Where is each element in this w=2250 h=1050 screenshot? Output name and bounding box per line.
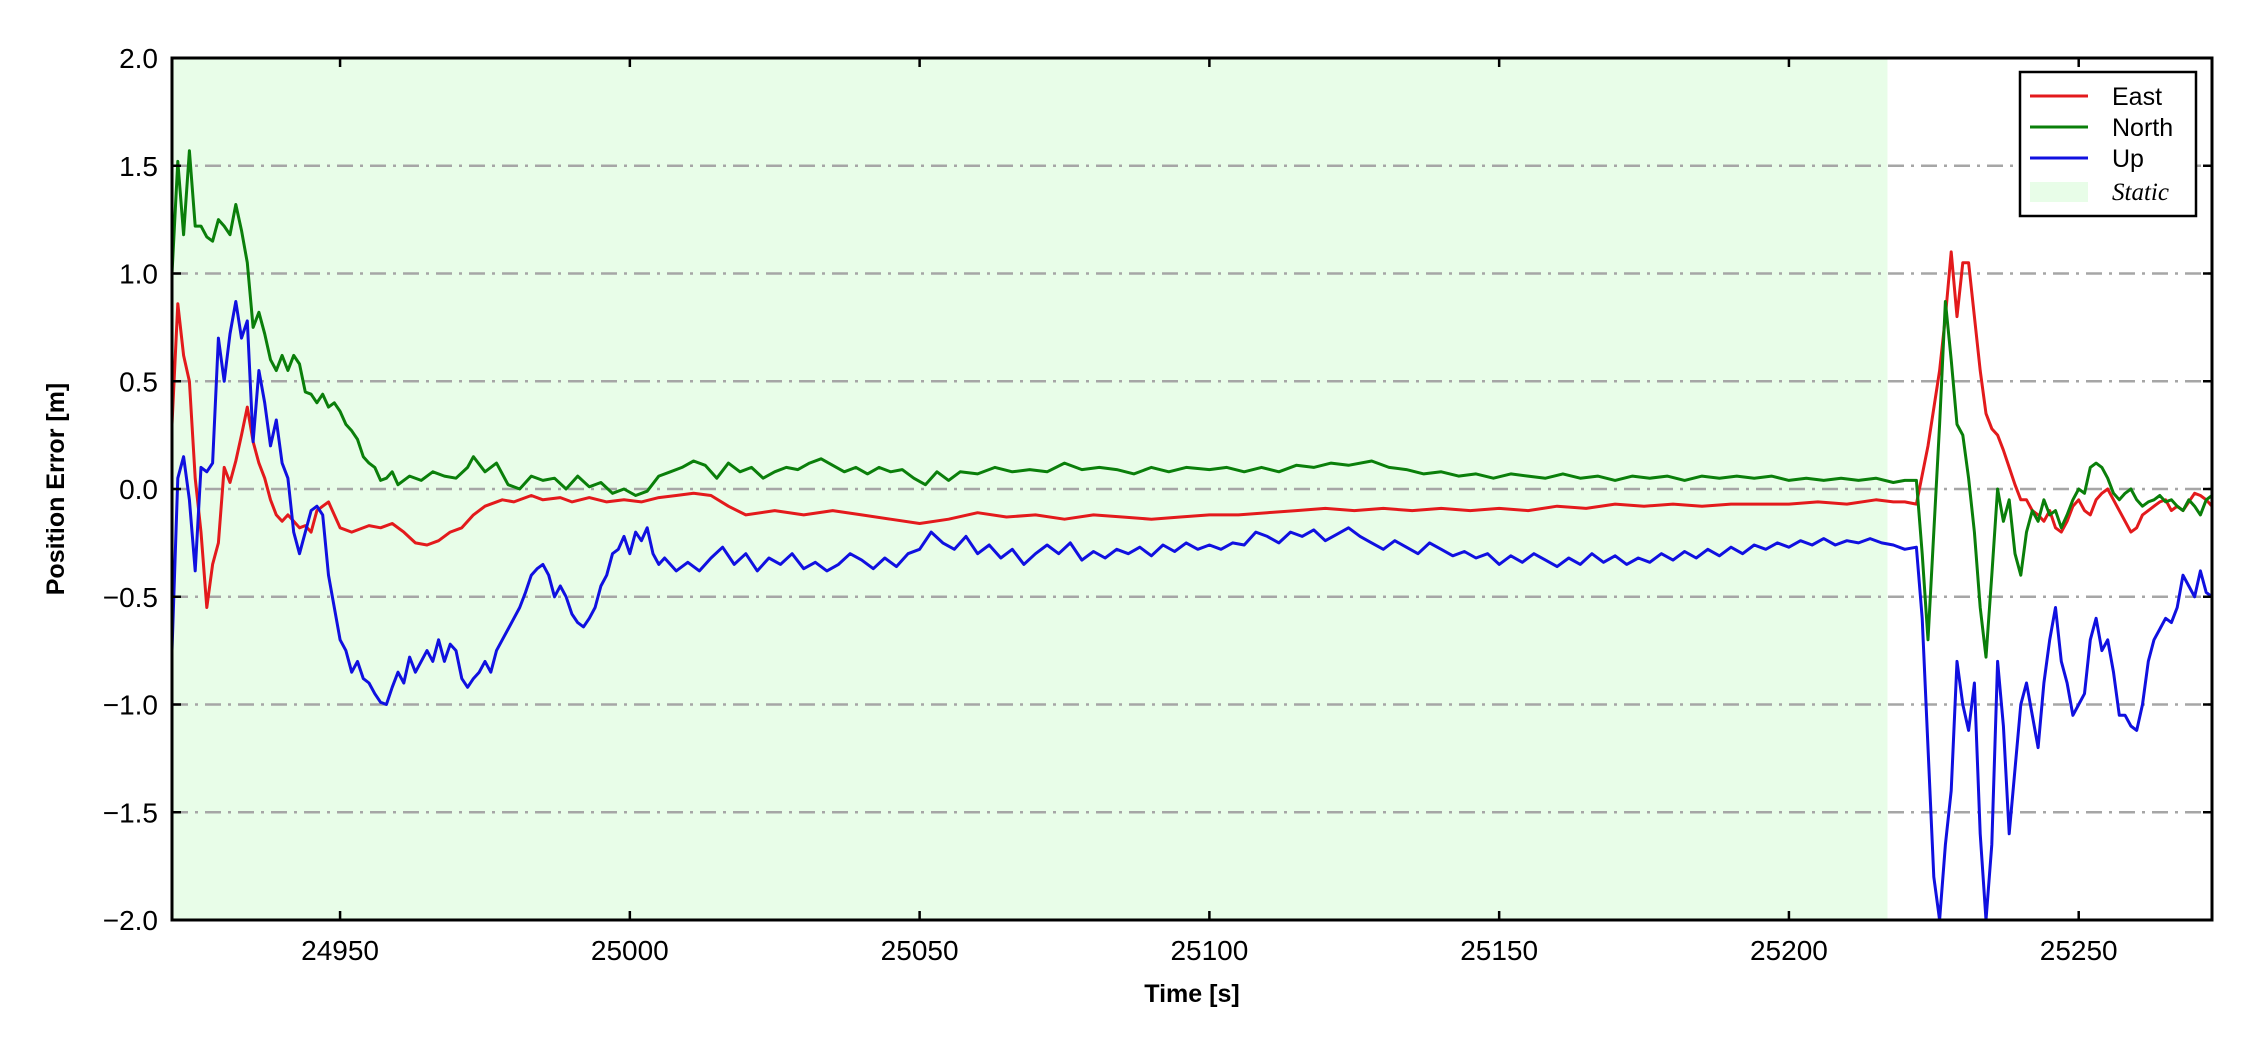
tick-layer: 24950 25000 25050 25100 25150 25200 25250 2.0 1.… bbox=[103, 43, 2212, 966]
x-tick-label: 25200 bbox=[1750, 935, 1828, 966]
legend: East North Up Static bbox=[2018, 70, 2198, 218]
legend-label-up: Up bbox=[2112, 145, 2144, 173]
x-tick-label: 25250 bbox=[2040, 935, 2118, 966]
y-tick-label: −2.0 bbox=[103, 905, 158, 936]
x-tick-label: 25100 bbox=[1170, 935, 1248, 966]
series-line-east bbox=[170, 250, 2214, 609]
legend-label-east: East bbox=[2112, 83, 2162, 111]
x-axis-title: Time [s] bbox=[1144, 980, 1239, 1008]
y-tick-label: 2.0 bbox=[119, 43, 158, 74]
y-tick-label: 1.0 bbox=[119, 259, 158, 290]
series-line-north bbox=[170, 149, 2213, 659]
grid-layer bbox=[172, 164, 2212, 814]
x-tick-label: 24950 bbox=[301, 935, 379, 966]
y-tick-label: 0.0 bbox=[119, 474, 158, 505]
y-tick-label: −0.5 bbox=[103, 582, 158, 613]
legend-label-static: Static bbox=[2112, 179, 2169, 206]
y-tick-label: −1.5 bbox=[103, 797, 158, 828]
x-tick-label: 25050 bbox=[881, 935, 959, 966]
y-axis-title: Position Error [m] bbox=[42, 383, 70, 596]
legend-swatch-static bbox=[2030, 182, 2088, 202]
y-tick-label: 0.5 bbox=[119, 366, 158, 397]
series-layer bbox=[170, 149, 2214, 922]
y-tick-label: 1.5 bbox=[119, 151, 158, 182]
x-tick-label: 25150 bbox=[1460, 935, 1538, 966]
legend-label-north: North bbox=[2112, 114, 2173, 142]
series-line-up bbox=[170, 300, 2213, 922]
x-tick-label: 25000 bbox=[591, 935, 669, 966]
y-tick-label: −1.0 bbox=[103, 690, 158, 721]
